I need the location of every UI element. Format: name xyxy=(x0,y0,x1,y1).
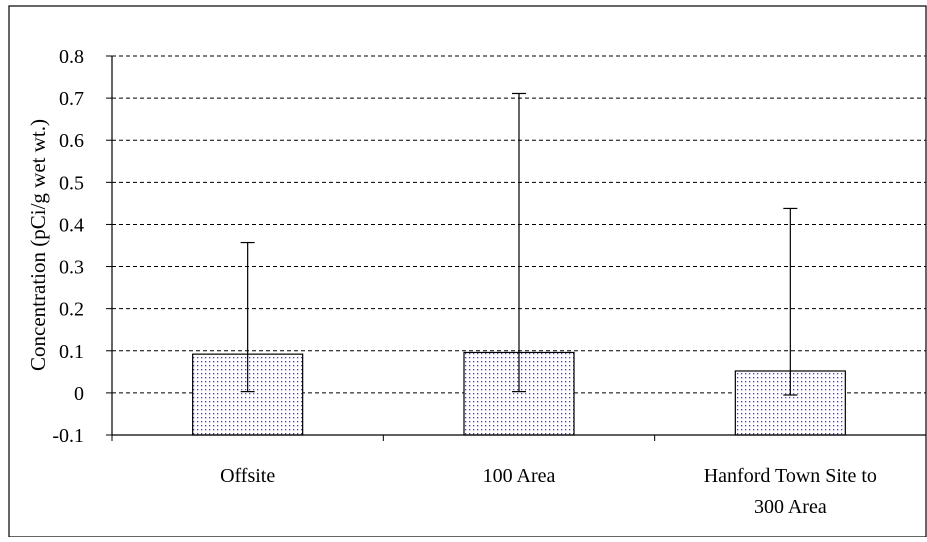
y-tick-label: 0.7 xyxy=(59,88,84,110)
bars xyxy=(192,351,846,436)
y-tick-label: 0 xyxy=(74,383,84,405)
x-category-label: 300 Area xyxy=(754,496,827,518)
y-tick-label: 0.4 xyxy=(59,214,84,236)
y-tick-label: 0.2 xyxy=(59,299,84,321)
y-tick-label: 0.8 xyxy=(59,46,84,68)
x-category-label: Offsite xyxy=(220,465,275,487)
chart-frame xyxy=(8,5,927,538)
labels: 0.8 0.7 0.6 0.5 0.4 0.3 0.2 0.1 0 -0.1 Offsite 100 … xyxy=(52,46,877,518)
axes xyxy=(106,55,927,441)
y-tick-label: 0.6 xyxy=(59,130,84,152)
y-tick-label: 0.1 xyxy=(59,341,84,363)
y-axis-title: Concentration (pCi/g wet wt.) xyxy=(26,119,50,371)
y-tick-label: -0.1 xyxy=(52,425,84,447)
y-tick-label: 0.5 xyxy=(59,172,84,194)
x-category-label: 100 Area xyxy=(483,465,556,487)
x-category-label: Hanford Town Site to xyxy=(704,465,877,487)
error-bars xyxy=(240,92,798,396)
y-tick-label: 0.3 xyxy=(59,257,84,279)
